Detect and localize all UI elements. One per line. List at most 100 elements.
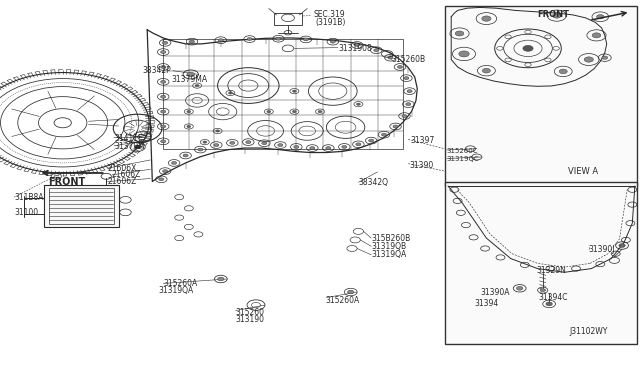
Circle shape: [388, 56, 393, 59]
Circle shape: [592, 33, 601, 38]
Circle shape: [262, 142, 267, 145]
Bar: [445, 6, 637, 186]
Circle shape: [187, 110, 191, 113]
Circle shape: [546, 302, 552, 306]
Circle shape: [348, 290, 354, 294]
Circle shape: [161, 95, 166, 98]
Text: 31379MA: 31379MA: [172, 75, 207, 84]
Circle shape: [161, 125, 166, 128]
Text: 31329N: 31329N: [536, 266, 566, 275]
Circle shape: [393, 125, 398, 128]
Circle shape: [381, 133, 387, 136]
Bar: [163, 39, 403, 149]
Circle shape: [294, 145, 299, 148]
Circle shape: [161, 140, 166, 143]
Circle shape: [278, 144, 283, 147]
Circle shape: [134, 145, 141, 149]
Circle shape: [602, 56, 608, 60]
Circle shape: [596, 15, 604, 19]
Text: 3131908: 3131908: [338, 44, 372, 53]
Text: 38342P: 38342P: [142, 66, 171, 75]
Circle shape: [369, 139, 374, 142]
Circle shape: [303, 38, 308, 41]
Circle shape: [159, 178, 164, 181]
Text: 315260: 315260: [236, 308, 264, 317]
Circle shape: [342, 145, 347, 148]
Circle shape: [228, 92, 232, 94]
Text: 38342Q: 38342Q: [358, 178, 388, 187]
Circle shape: [246, 141, 251, 144]
Text: 31394C: 31394C: [539, 293, 568, 302]
Text: 31319QA: 31319QA: [371, 250, 406, 259]
Circle shape: [483, 68, 490, 73]
Circle shape: [172, 161, 177, 164]
Circle shape: [404, 77, 409, 80]
Circle shape: [397, 65, 403, 68]
Circle shape: [161, 110, 166, 113]
Text: 31379M: 31379M: [114, 142, 145, 151]
Circle shape: [482, 16, 491, 21]
Text: 21606Z: 21606Z: [112, 170, 141, 179]
Circle shape: [183, 154, 188, 157]
Circle shape: [584, 57, 593, 62]
Text: (3191B): (3191B): [315, 18, 345, 27]
Circle shape: [214, 144, 219, 147]
Circle shape: [161, 80, 166, 83]
Circle shape: [292, 110, 296, 113]
Text: 315260B: 315260B: [392, 55, 426, 64]
Circle shape: [247, 38, 252, 41]
Circle shape: [163, 41, 168, 44]
Text: SEC.319: SEC.319: [314, 10, 345, 19]
Circle shape: [356, 103, 360, 105]
Circle shape: [230, 141, 235, 144]
Text: 21606Z: 21606Z: [108, 177, 137, 186]
Circle shape: [355, 44, 360, 46]
Circle shape: [407, 90, 412, 93]
Circle shape: [218, 39, 223, 42]
Text: 31390: 31390: [410, 161, 434, 170]
Circle shape: [540, 289, 545, 292]
Circle shape: [187, 125, 191, 128]
Circle shape: [459, 51, 469, 57]
Circle shape: [161, 51, 166, 54]
Text: 315260A: 315260A: [325, 296, 360, 305]
Text: FRONT: FRONT: [538, 10, 570, 19]
Circle shape: [267, 110, 271, 113]
Circle shape: [276, 37, 281, 40]
Text: 311B8A: 311B8A: [14, 193, 44, 202]
Text: 315B260B: 315B260B: [371, 234, 410, 243]
Text: J31102WY: J31102WY: [570, 327, 608, 336]
Circle shape: [163, 170, 168, 173]
Text: 315260A: 315260A: [163, 279, 198, 288]
Circle shape: [356, 143, 361, 146]
Text: 313190: 313190: [236, 315, 264, 324]
Text: 31100: 31100: [14, 208, 38, 217]
Bar: [49, 188, 114, 224]
Circle shape: [216, 130, 220, 132]
Circle shape: [310, 147, 315, 150]
Circle shape: [559, 69, 567, 74]
Circle shape: [402, 115, 407, 118]
Circle shape: [523, 45, 533, 51]
Circle shape: [619, 244, 625, 247]
Circle shape: [189, 40, 195, 43]
Circle shape: [203, 141, 207, 143]
Circle shape: [516, 286, 523, 290]
Bar: [274, 13, 302, 25]
Text: 315260C: 315260C: [447, 148, 478, 154]
Circle shape: [330, 40, 335, 43]
Circle shape: [552, 13, 561, 18]
Text: FRONT: FRONT: [48, 177, 85, 187]
Text: 31397: 31397: [411, 136, 435, 145]
Circle shape: [318, 110, 322, 113]
Circle shape: [406, 103, 411, 106]
Circle shape: [198, 148, 203, 151]
Text: VIEW A: VIEW A: [568, 167, 598, 176]
Circle shape: [161, 65, 166, 68]
Circle shape: [374, 49, 379, 52]
Text: 31394: 31394: [475, 299, 499, 308]
Circle shape: [195, 84, 199, 87]
Text: 21606X: 21606X: [108, 164, 137, 173]
Text: 31319QB: 31319QB: [371, 242, 406, 251]
Bar: [445, 182, 637, 344]
